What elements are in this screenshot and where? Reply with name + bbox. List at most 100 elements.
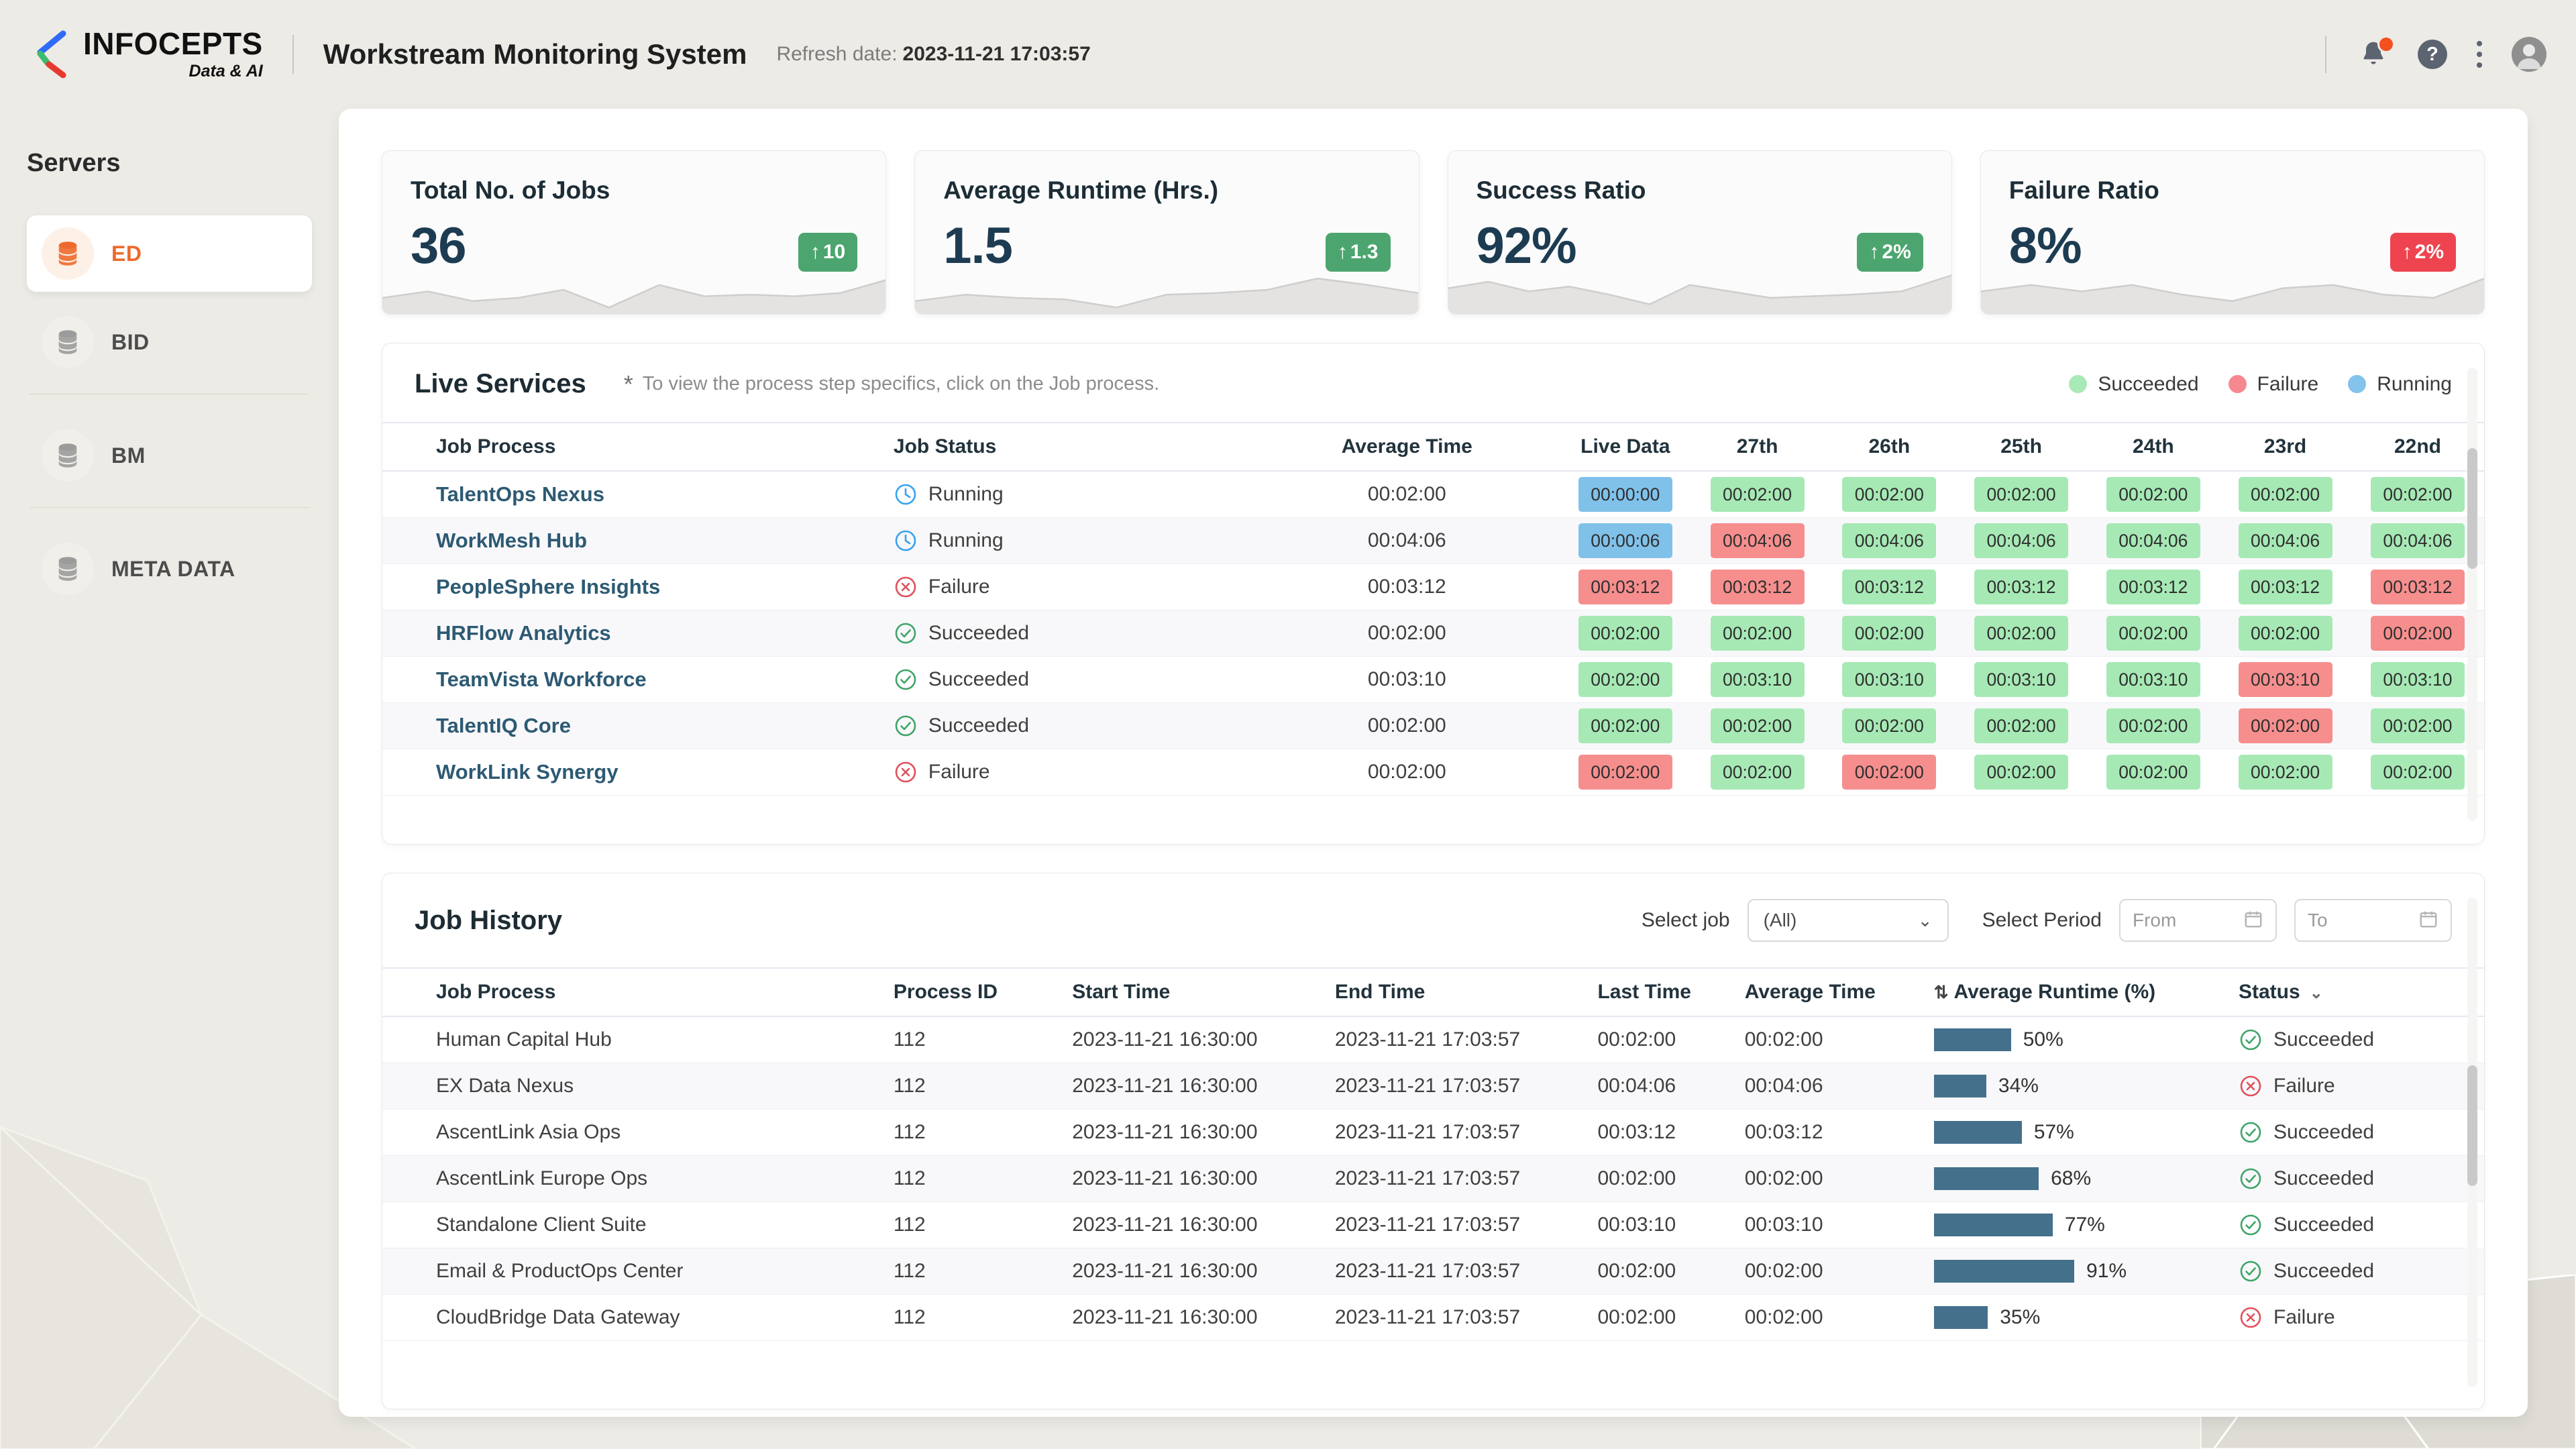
succeeded-icon <box>2240 1122 2261 1143</box>
scrollbar[interactable] <box>2467 898 2477 1387</box>
sidebar-item-meta-data[interactable]: META DATA <box>27 531 312 607</box>
date-from-field[interactable] <box>2119 899 2277 942</box>
succeeded-dot-icon <box>2069 375 2088 393</box>
status-chip: 00:02:00 <box>1578 662 1672 697</box>
sidebar-item-ed[interactable]: ED <box>27 215 312 292</box>
end-time: 2023-11-21 17:03:57 <box>1328 1201 1591 1248</box>
succeeded-icon <box>2240 1260 2261 1282</box>
sparkline-chart <box>382 266 886 314</box>
end-time: 2023-11-21 17:03:57 <box>1328 1109 1591 1156</box>
status-chip: 00:02:00 <box>2370 708 2465 743</box>
runtime-bar: 50% <box>1933 1028 2225 1051</box>
job-process-link[interactable]: TeamVista Workforce <box>436 667 647 691</box>
average-time: 00:02:00 <box>1254 749 1560 796</box>
running-dot-icon <box>2348 375 2367 393</box>
table-row: PeopleSphere Insights Failure 00:03:12 0… <box>382 564 2484 610</box>
status-chip: 00:02:00 <box>2238 755 2332 790</box>
select-job-dropdown[interactable]: (All) ⌄ <box>1747 899 1949 942</box>
status-chip: 00:02:00 <box>2238 708 2332 743</box>
job-status: Succeeded <box>894 610 1248 656</box>
start-time: 2023-11-21 16:30:00 <box>1065 1016 1328 1063</box>
failure-dot-icon <box>2228 375 2247 393</box>
runtime-percent: 68% <box>2051 1167 2092 1189</box>
kpi-delta-badge: ↑ 1.3 <box>1325 233 1391 272</box>
status-chip: 00:02:00 <box>2106 755 2200 790</box>
status-chip: 00:00:00 <box>1578 477 1672 512</box>
arrow-up-icon: ↑ <box>810 241 820 263</box>
process-id: 112 <box>886 1201 1066 1248</box>
table-row: Standalone Client Suite 112 2023-11-21 1… <box>382 1201 2484 1248</box>
sidebar-title: Servers <box>27 149 121 177</box>
chevron-down-icon: ⌄ <box>1917 910 1933 930</box>
average-time: 00:04:06 <box>1737 1063 1927 1110</box>
col-status[interactable]: Status ⌄ <box>2232 967 2484 1017</box>
sort-icon[interactable]: ⇅ <box>1933 982 1949 1002</box>
kpi-card-avg-runtime: Average Runtime (Hrs.) 1.5 ↑ 1.3 <box>914 150 1419 315</box>
sidebar-item-bm[interactable]: BM <box>27 417 312 494</box>
brand-logo: INFOCEPTS Data & AI <box>32 28 263 81</box>
col-average-runtime[interactable]: ⇅ Average Runtime (%) <box>1927 967 2232 1017</box>
sidebar-item-bid[interactable]: BID <box>27 304 312 380</box>
status-chip: 00:02:00 <box>2106 708 2200 743</box>
job-process-link[interactable]: TalentOps Nexus <box>436 482 604 506</box>
col-average-time: Average Time <box>1254 422 1560 472</box>
scrollbar-thumb[interactable] <box>2467 1065 2477 1186</box>
table-row: AscentLink Europe Ops 112 2023-11-21 16:… <box>382 1155 2484 1202</box>
refresh-date: Refresh date: 2023-11-21 17:03:57 <box>776 43 1090 66</box>
job-status: Failure <box>2239 1063 2477 1109</box>
status-chip: 00:04:06 <box>1974 523 2069 558</box>
status-chip: 00:04:06 <box>1710 523 1805 558</box>
job-process-link[interactable]: TalentIQ Core <box>436 714 571 737</box>
status-chip: 00:02:00 <box>2238 477 2332 512</box>
job-process-name: Human Capital Hub <box>382 1016 887 1063</box>
average-time: 00:02:00 <box>1737 1155 1927 1202</box>
legend-failure: Failure <box>2228 373 2318 396</box>
col-start-time: Start Time <box>1065 967 1328 1017</box>
kpi-value: 92% <box>1476 217 1577 274</box>
arrow-up-icon: ↑ <box>1869 241 1880 263</box>
job-process-link[interactable]: WorkLink Synergy <box>436 760 619 784</box>
scrollbar-thumb[interactable] <box>2467 448 2477 569</box>
asterisk-icon: * <box>623 370 633 398</box>
end-time: 2023-11-21 17:03:57 <box>1328 1155 1591 1202</box>
kpi-title: Average Runtime (Hrs.) <box>943 176 1219 204</box>
average-time: 00:03:12 <box>1737 1109 1927 1156</box>
date-from-input[interactable] <box>2133 910 2220 931</box>
succeeded-icon <box>2240 1029 2261 1051</box>
avatar <box>2512 37 2546 72</box>
kpi-value: 36 <box>411 217 467 274</box>
runtime-bar: 35% <box>1933 1306 2225 1329</box>
kebab-menu-icon <box>2477 41 2482 68</box>
section-title: Job History <box>415 905 563 935</box>
job-process-link[interactable]: PeopleSphere Insights <box>436 575 661 598</box>
status-chip: 00:02:00 <box>1842 477 1937 512</box>
status-chip: 00:03:10 <box>1710 662 1805 697</box>
job-status: Running <box>894 472 1248 517</box>
status-chip: 00:00:06 <box>1578 523 1672 558</box>
status-chip: 00:02:00 <box>1842 616 1937 651</box>
user-avatar[interactable] <box>2512 37 2546 72</box>
process-id: 112 <box>886 1294 1066 1341</box>
select-job-label: Select job <box>1641 909 1730 931</box>
job-process-name: AscentLink Europe Ops <box>382 1155 887 1202</box>
status-chip: 00:02:00 <box>1710 755 1805 790</box>
failure-icon <box>2240 1307 2261 1328</box>
status-chip: 00:02:00 <box>1974 755 2069 790</box>
legend-running: Running <box>2348 373 2452 396</box>
table-row: TeamVista Workforce Succeeded 00:03:10 0… <box>382 656 2484 703</box>
table-row: TalentOps Nexus Running 00:02:00 00:00:0… <box>382 471 2484 518</box>
page-title: Workstream Monitoring System <box>323 38 747 70</box>
scrollbar[interactable] <box>2467 368 2477 821</box>
more-options-button[interactable] <box>2477 41 2482 68</box>
date-to-field[interactable] <box>2294 899 2452 942</box>
end-time: 2023-11-21 17:03:57 <box>1328 1016 1591 1063</box>
date-to-input[interactable] <box>2308 910 2395 931</box>
kpi-title: Failure Ratio <box>2008 176 2159 204</box>
succeeded-icon <box>2240 1214 2261 1236</box>
job-process-link[interactable]: HRFlow Analytics <box>436 621 611 645</box>
help-button[interactable]: ? <box>2418 40 2447 69</box>
status-chip: 00:03:10 <box>1842 662 1937 697</box>
table-row: WorkMesh Hub Running 00:04:06 00:00:06 0… <box>382 517 2484 564</box>
job-process-link[interactable]: WorkMesh Hub <box>436 529 588 552</box>
notifications-button[interactable] <box>2359 36 2395 69</box>
